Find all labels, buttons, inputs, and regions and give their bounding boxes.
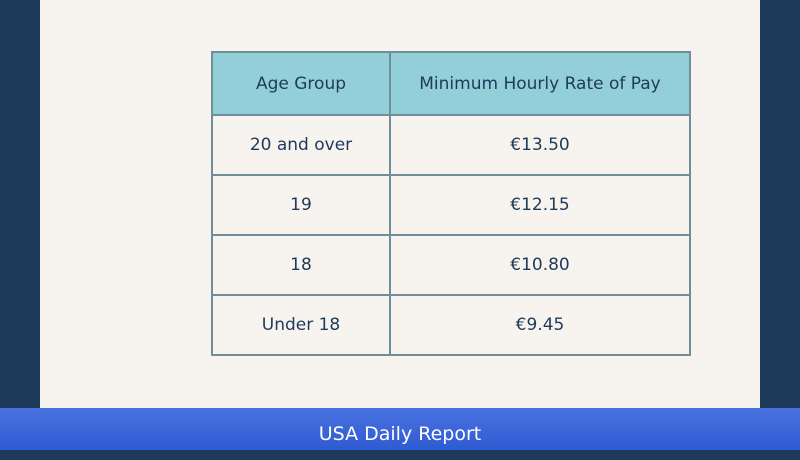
table-row: 19 €12.15 [211,174,691,236]
header-cell: Age Group [211,51,391,116]
table: Age Group Minimum Hourly Rate of Pay 20 an… [211,51,691,356]
table-cell: €9.45 [389,294,691,356]
table-cell: €12.15 [389,174,691,236]
table-cell: 19 [211,174,391,236]
table-cell: €13.50 [389,114,691,176]
page: Age Group Minimum Hourly Rate of Pay 20 an… [0,0,800,450]
banner: USA Daily Report [0,408,800,450]
table-cell: 18 [211,234,391,296]
header-row: Age Group Minimum Hourly Rate of Pay [211,51,691,116]
header-cell: Minimum Hourly Rate of Pay [389,51,691,116]
table-cell: 20 and over [211,114,391,176]
panel: Age Group Minimum Hourly Rate of Pay 20 an… [40,0,760,450]
table-row: 20 and over €13.50 [211,114,691,176]
table-row: Under 18 €9.45 [211,294,691,356]
table-row: 18 €10.80 [211,234,691,296]
table-cell: Under 18 [211,294,391,356]
table-cell: €10.80 [389,234,691,296]
